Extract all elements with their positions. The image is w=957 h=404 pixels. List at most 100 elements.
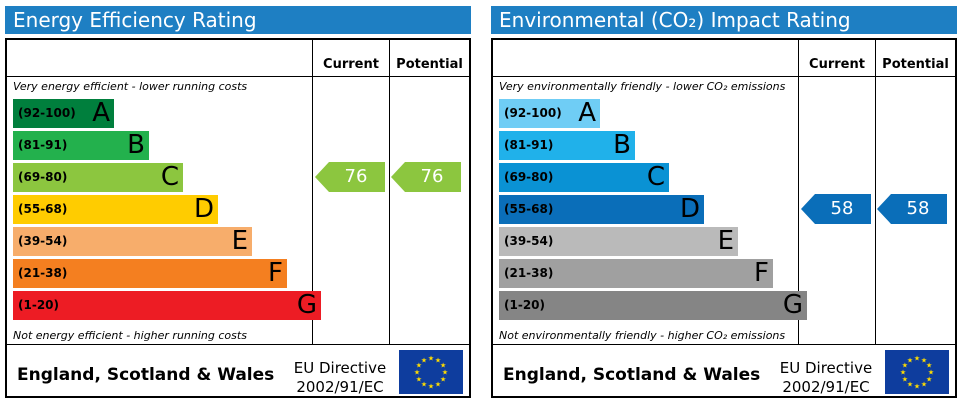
divider xyxy=(798,38,799,345)
eu-star-icon: ★ xyxy=(914,355,920,363)
band-letter-label: A xyxy=(578,98,596,128)
band-range-label: (69-80) xyxy=(18,170,68,184)
band-range-label: (92-100) xyxy=(504,106,562,120)
eu-star-icon: ★ xyxy=(428,355,434,363)
band-letter-label: G xyxy=(782,290,803,320)
current-column-header: Current xyxy=(809,57,865,72)
energy-efficiency-panel: Energy Efficiency Rating Current Potenti… xyxy=(5,6,471,398)
eu-star-icon: ★ xyxy=(435,381,441,389)
eu-flag-icon: ★ ★ ★ ★ ★ ★ ★ ★ ★ ★ ★ ★ xyxy=(885,350,949,394)
band-letter-label: G xyxy=(296,290,317,320)
potential-column-header: Potential xyxy=(396,57,463,72)
eu-flag-icon: ★ ★ ★ ★ ★ ★ ★ ★ ★ ★ ★ ★ xyxy=(399,350,463,394)
band-f: (21-38) F xyxy=(499,259,773,288)
band-a: (92-100) A xyxy=(499,99,600,128)
divider xyxy=(312,38,313,345)
divider xyxy=(5,344,471,345)
directive-line1: EU Directive xyxy=(779,359,873,377)
band-range-label: (39-54) xyxy=(504,234,554,248)
band-b: (81-91) B xyxy=(499,131,635,160)
band-letter-label: A xyxy=(92,98,110,128)
divider xyxy=(875,38,876,345)
current-rating-arrow: 58 xyxy=(801,194,871,224)
eu-star-icon: ★ xyxy=(421,381,427,389)
band-g: (1-20) G xyxy=(499,291,807,320)
band-d: (55-68) D xyxy=(499,195,704,224)
eu-star-icon: ★ xyxy=(914,383,920,391)
eu-star-icon: ★ xyxy=(440,376,446,384)
eu-star-icon: ★ xyxy=(921,381,927,389)
band-e: (39-54) E xyxy=(13,227,252,256)
eu-star-icon: ★ xyxy=(926,362,932,370)
band-range-label: (39-54) xyxy=(18,234,68,248)
band-c: (69-80) C xyxy=(13,163,183,192)
band-f: (21-38) F xyxy=(13,259,287,288)
top-caption: Very energy efficient - lower running co… xyxy=(13,80,248,93)
band-letter-label: C xyxy=(646,162,665,192)
current-rating-value: 58 xyxy=(830,198,854,219)
current-column-header: Current xyxy=(323,57,379,72)
eu-star-icon: ★ xyxy=(435,356,441,364)
band-letter-label: F xyxy=(754,258,769,288)
eu-star-icon: ★ xyxy=(416,376,422,384)
divider xyxy=(389,38,390,345)
band-letter-label: D xyxy=(679,194,700,224)
eu-star-icon: ★ xyxy=(440,362,446,370)
band-range-label: (55-68) xyxy=(504,202,554,216)
top-caption: Very environmentally friendly - lower CO… xyxy=(499,80,786,93)
eu-star-icon: ★ xyxy=(921,356,927,364)
band-g: (1-20) G xyxy=(13,291,321,320)
potential-rating-arrow: 76 xyxy=(391,162,461,192)
rating-frame xyxy=(5,38,471,398)
band-range-label: (1-20) xyxy=(504,298,545,312)
band-b: (81-91) B xyxy=(13,131,149,160)
band-range-label: (81-91) xyxy=(18,138,68,152)
band-letter-label: B xyxy=(613,130,631,160)
band-letter-label: E xyxy=(231,226,248,256)
band-range-label: (21-38) xyxy=(504,266,554,280)
directive-line2: 2002/91/EC xyxy=(782,378,870,396)
directive-line1: EU Directive xyxy=(293,359,387,377)
band-range-label: (55-68) xyxy=(18,202,68,216)
band-range-label: (1-20) xyxy=(18,298,59,312)
band-e: (39-54) E xyxy=(499,227,738,256)
potential-rating-arrow: 58 xyxy=(877,194,947,224)
eu-directive: EU Directive 2002/91/EC xyxy=(281,359,399,397)
band-d: (55-68) D xyxy=(13,195,218,224)
eu-directive: EU Directive 2002/91/EC xyxy=(767,359,885,397)
divider xyxy=(491,76,957,77)
eu-star-icon: ★ xyxy=(907,356,913,364)
potential-rating-value: 58 xyxy=(906,198,930,219)
band-letter-label: C xyxy=(160,162,179,192)
eu-star-icon: ★ xyxy=(926,376,932,384)
eu-star-icon: ★ xyxy=(902,362,908,370)
eu-star-icon: ★ xyxy=(414,369,420,377)
band-c: (69-80) C xyxy=(499,163,669,192)
band-range-label: (92-100) xyxy=(18,106,76,120)
band-letter-label: D xyxy=(193,194,214,224)
bottom-caption: Not environmentally friendly - higher CO… xyxy=(499,329,786,342)
eu-star-icon: ★ xyxy=(442,369,448,377)
region-label: England, Scotland & Wales xyxy=(17,365,275,385)
divider xyxy=(491,344,957,345)
eu-star-icon: ★ xyxy=(428,383,434,391)
band-range-label: (69-80) xyxy=(504,170,554,184)
band-letter-label: E xyxy=(717,226,734,256)
current-rating-value: 76 xyxy=(344,166,368,187)
eu-star-icon: ★ xyxy=(907,381,913,389)
band-a: (92-100) A xyxy=(13,99,114,128)
eu-star-icon: ★ xyxy=(900,369,906,377)
eu-star-icon: ★ xyxy=(928,369,934,377)
environmental-impact-panel: Environmental (CO₂) Impact Rating Curren… xyxy=(491,6,957,398)
region-label: England, Scotland & Wales xyxy=(503,365,761,385)
divider xyxy=(5,76,471,77)
potential-column-header: Potential xyxy=(882,57,949,72)
directive-line2: 2002/91/EC xyxy=(296,378,384,396)
band-letter-label: F xyxy=(268,258,283,288)
band-range-label: (21-38) xyxy=(18,266,68,280)
panel-title: Environmental (CO₂) Impact Rating xyxy=(491,6,957,34)
eu-star-icon: ★ xyxy=(416,362,422,370)
rating-frame xyxy=(491,38,957,398)
eu-star-icon: ★ xyxy=(902,376,908,384)
potential-rating-value: 76 xyxy=(420,166,444,187)
